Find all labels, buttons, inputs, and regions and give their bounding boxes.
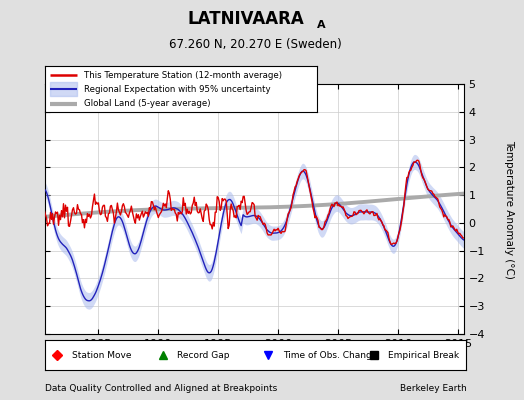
Text: Time of Obs. Change: Time of Obs. Change [283, 350, 377, 360]
Text: Berkeley Earth: Berkeley Earth [400, 384, 466, 393]
Text: This Temperature Station (12-month average): This Temperature Station (12-month avera… [84, 71, 282, 80]
Y-axis label: Temperature Anomaly (°C): Temperature Anomaly (°C) [505, 140, 515, 278]
Text: Record Gap: Record Gap [178, 350, 230, 360]
Text: LATNIVAARA: LATNIVAARA [188, 10, 304, 28]
Text: Global Land (5-year average): Global Land (5-year average) [84, 99, 211, 108]
Text: 67.260 N, 20.270 E (Sweden): 67.260 N, 20.270 E (Sweden) [169, 38, 342, 51]
Text: Station Move: Station Move [72, 350, 132, 360]
Text: Regional Expectation with 95% uncertainty: Regional Expectation with 95% uncertaint… [84, 84, 271, 94]
Text: Empirical Break: Empirical Break [388, 350, 460, 360]
Text: A: A [317, 20, 325, 30]
Text: Data Quality Controlled and Aligned at Breakpoints: Data Quality Controlled and Aligned at B… [45, 384, 277, 393]
